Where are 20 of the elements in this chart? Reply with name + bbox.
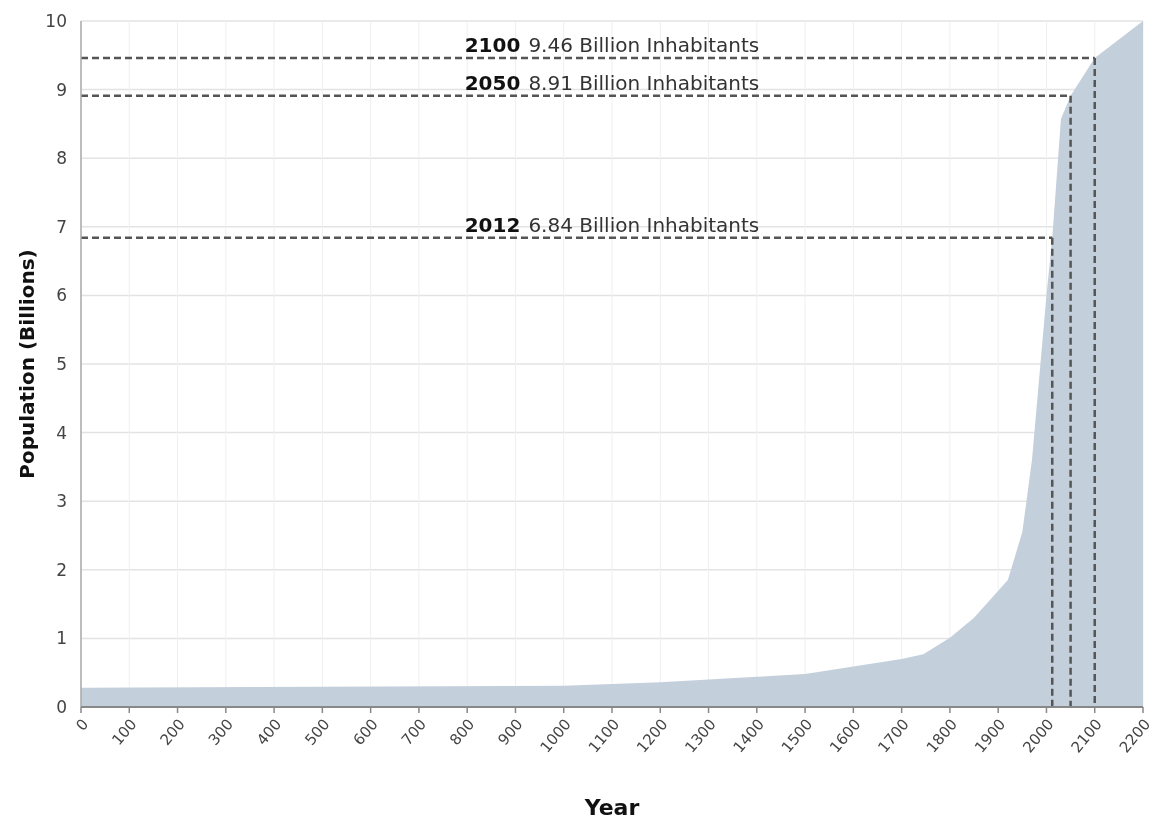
x-tick-label: 600	[349, 715, 382, 749]
ref-line-label: 2050 8.91 Billion Inhabitants	[464, 70, 760, 95]
x-axis-title: Year	[583, 795, 640, 820]
y-tick-label: 8	[56, 148, 67, 169]
x-tick-label: 400	[252, 715, 286, 749]
y-tick-label: 9	[56, 79, 67, 100]
y-tick-label: 4	[56, 422, 67, 443]
ref-line-label: 2012 6.84 Billion Inhabitants	[464, 212, 760, 237]
y-tick-label: 5	[56, 353, 67, 374]
ref-line-label: 2100 9.46 Billion Inhabitants	[464, 33, 760, 58]
y-tick-label: 6	[56, 285, 67, 306]
y-tick-label: 0	[56, 696, 67, 717]
y-axis-title: Population (Billions)	[15, 249, 39, 479]
y-tick-label: 1	[56, 628, 67, 649]
y-tick-label: 3	[56, 491, 67, 512]
y-tick-label: 7	[56, 216, 67, 237]
y-tick-label: 2	[56, 559, 67, 580]
x-tick-label: 0	[72, 715, 93, 735]
x-tick-label: 700	[397, 715, 430, 749]
y-tick-label: 10	[45, 10, 67, 31]
